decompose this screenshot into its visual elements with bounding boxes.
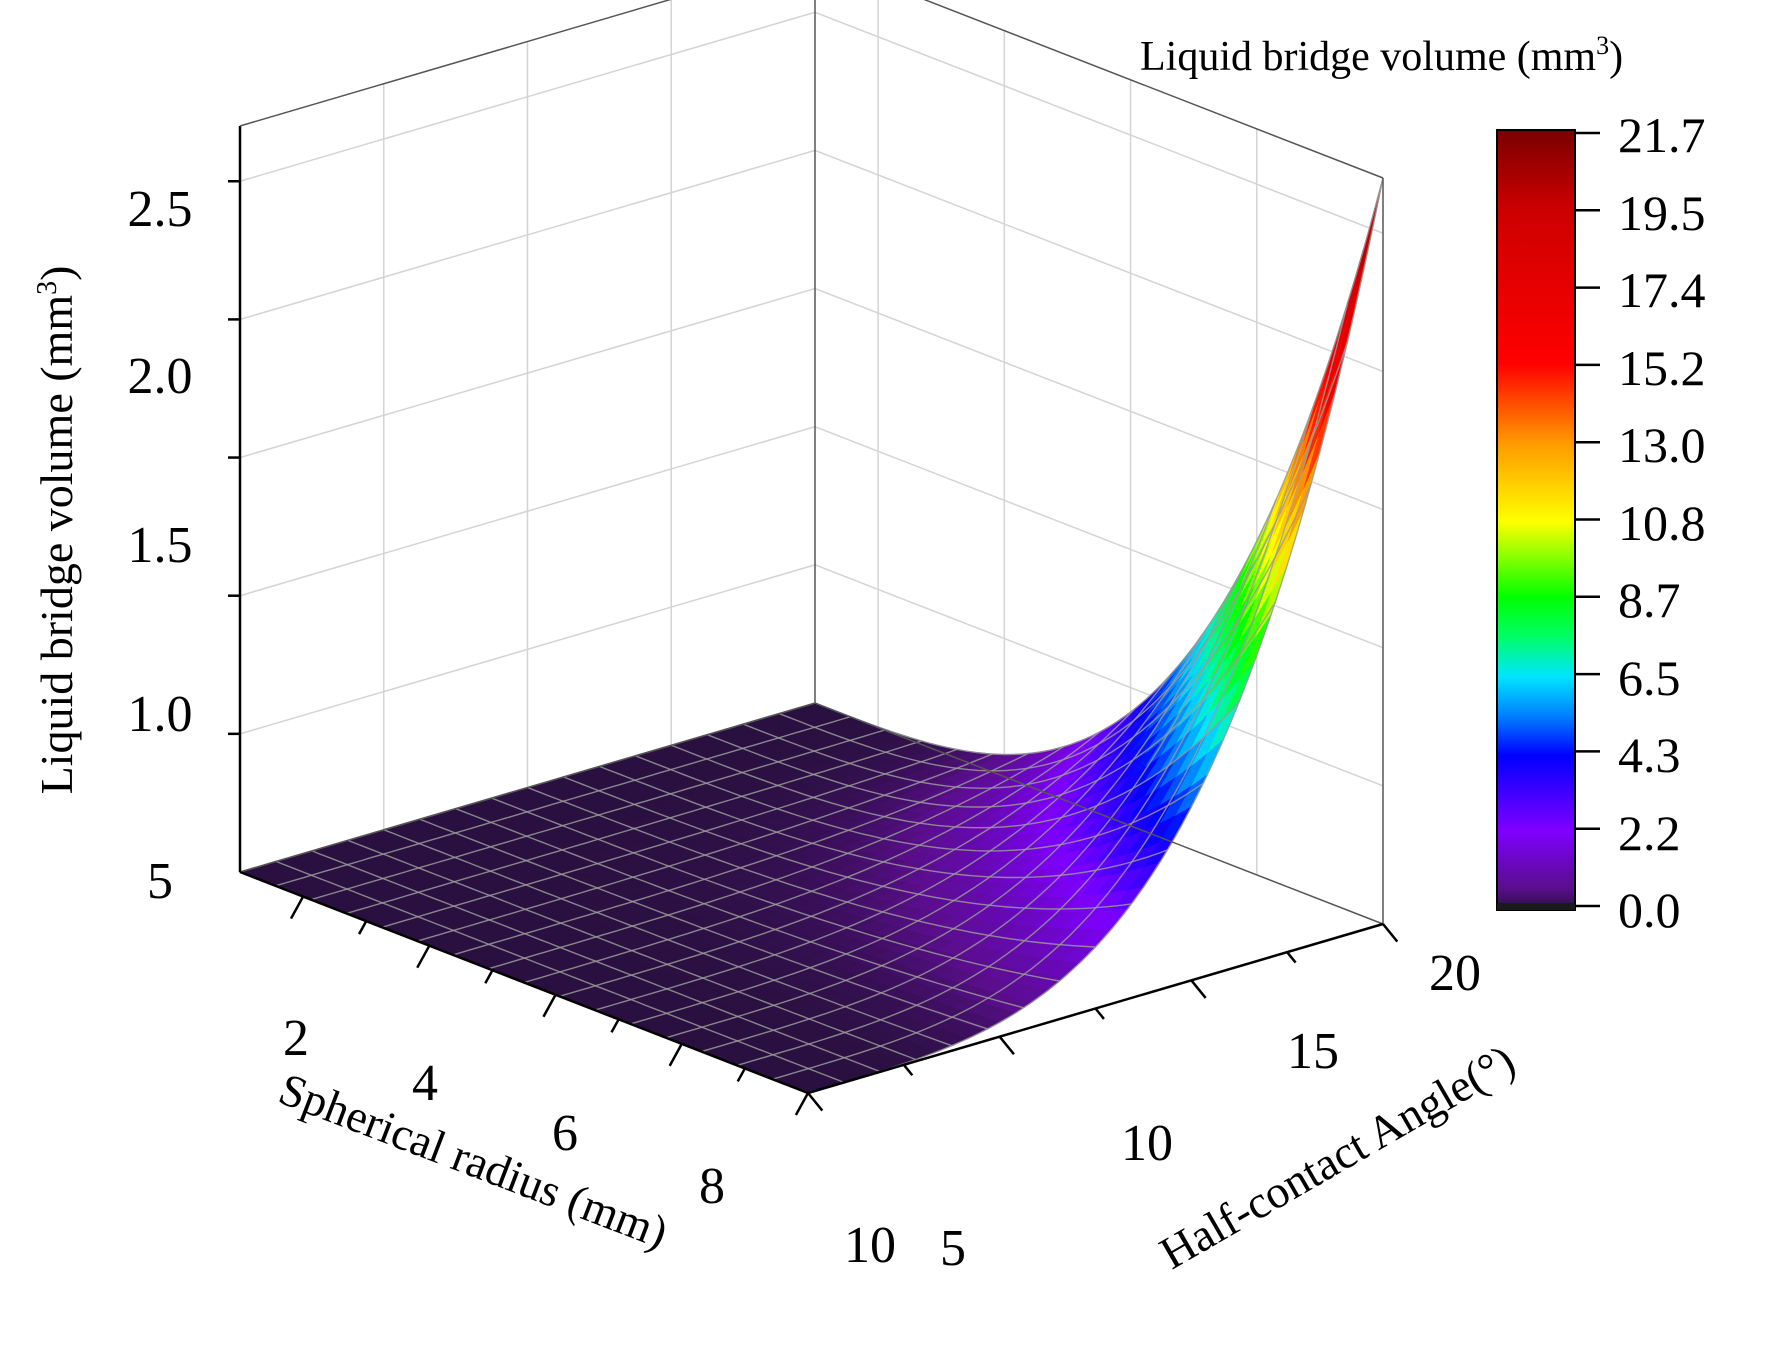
y-tick-label: 15: [1287, 1023, 1339, 1080]
mesh-line: [311, 850, 881, 1073]
x-tick: [610, 1018, 620, 1033]
x-axis-title: Spherical radius (mm): [272, 1063, 674, 1258]
colorbar-label: 2.2: [1618, 805, 1681, 861]
x-tick: [794, 1092, 810, 1116]
z-tick-label: 2.5: [128, 181, 193, 238]
y-axis-ticks: 5 10 15 20: [940, 945, 1481, 1277]
wall-gridlines: [239, 0, 1384, 875]
z-tick-label: 5: [147, 853, 173, 910]
mesh-line: [383, 829, 953, 1047]
mesh-line: [599, 765, 1168, 879]
y-tick-label: 5: [940, 1220, 966, 1277]
colorbar-ticks: [1575, 131, 1600, 908]
mesh-line: [635, 755, 1204, 852]
mesh-line: [491, 797, 1060, 982]
colorbar-label: 19.5: [1618, 185, 1706, 241]
y-tick: [807, 1092, 824, 1112]
mesh-line: [419, 818, 988, 1030]
colorbar-label: 15.2: [1618, 340, 1706, 396]
mesh-line: [275, 860, 845, 1084]
axis-frame: [228, 0, 1399, 1116]
x-tick-label: 8: [699, 1158, 725, 1215]
colorbar-label: 10.8: [1618, 495, 1706, 551]
y-tick: [998, 1035, 1015, 1056]
z-tick-label: 1.0: [128, 686, 193, 743]
x-tick: [542, 994, 557, 1018]
x-tick: [484, 969, 494, 984]
top-edge: [239, 0, 1384, 179]
mesh-line: [671, 700, 1240, 829]
mesh-line: [527, 786, 1096, 948]
x-tick: [289, 895, 305, 920]
z-axis-ticks: 5 1.0 1.5 2.0 2.5: [128, 181, 193, 910]
y-tick-label: 10: [1121, 1115, 1173, 1172]
x-axis-ticks: 2 4 6 8 10: [283, 1010, 896, 1274]
colorbar-labels: 21.7 19.5 17.4 15.2 13.0 10.8 8.7 6.5 4.…: [1618, 107, 1706, 938]
z-tick-label: 1.5: [128, 517, 193, 574]
colorbar-label: 8.7: [1618, 572, 1681, 628]
y-tick: [1382, 923, 1399, 943]
z-axis-title: Liquid bridge volume (mm3): [31, 266, 82, 795]
colorbar-title: Liquid bridge volume (mm3): [1140, 31, 1623, 80]
surface-mesh: [239, 177, 1384, 1094]
colorbar-bottom-cap: [1497, 903, 1575, 910]
x-tick-label: 10: [844, 1217, 896, 1274]
x-tick: [668, 1043, 683, 1067]
colorbar-label: 0.0: [1618, 882, 1681, 938]
x-axis-line: [239, 870, 809, 1095]
floor-back-edge: [239, 702, 1384, 925]
x-tick-label: 6: [552, 1105, 578, 1162]
colorbar-label: 21.7: [1618, 107, 1706, 163]
x-tick-label: 4: [412, 1055, 438, 1112]
colorbar-label: 13.0: [1618, 417, 1706, 473]
mesh-line: [778, 342, 1348, 772]
colorbar-label: 17.4: [1618, 262, 1706, 318]
y-tick: [902, 1064, 914, 1077]
x-tick-label: 2: [283, 1010, 309, 1067]
mesh-line: [455, 807, 1024, 1009]
x-tick: [357, 920, 368, 935]
y-tick: [1190, 979, 1207, 999]
y-tick-label: 20: [1429, 945, 1481, 1002]
x-tick: [736, 1067, 746, 1083]
mesh-line: [563, 776, 1132, 910]
y-tick: [1094, 1007, 1105, 1020]
mesh-line: [814, 177, 1384, 756]
y-tick: [1286, 951, 1297, 964]
x-tick: [416, 945, 431, 969]
mesh-line: [706, 602, 1276, 808]
colorbar-label: 4.3: [1618, 727, 1681, 783]
colorbar-gradient: [1496, 129, 1576, 911]
colorbar-label: 6.5: [1618, 650, 1681, 706]
colorbar: 21.7 19.5 17.4 15.2 13.0 10.8 8.7 6.5 4.…: [1140, 31, 1706, 938]
mesh-line: [742, 483, 1312, 789]
z-tick-label: 2.0: [128, 348, 193, 405]
mesh-line: [347, 839, 917, 1061]
